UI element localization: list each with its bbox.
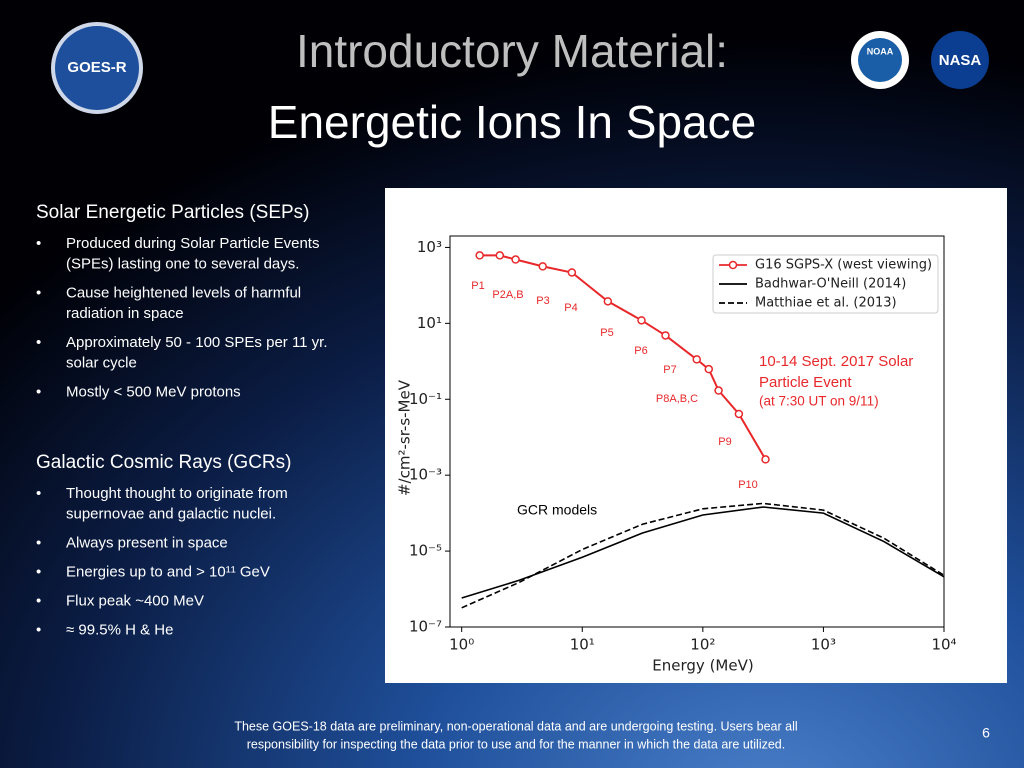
bullet-dot: • [36, 621, 41, 638]
point-label: P4 [564, 302, 577, 314]
footer-note: These GOES-18 data are preliminary, non-… [234, 719, 797, 733]
bullet-dot: • [36, 563, 41, 580]
bullet-text: (SPEs) lasting one to several days. [66, 255, 299, 272]
event-note: 10-14 Sept. 2017 Solar [759, 353, 913, 370]
section-heading: Galactic Cosmic Rays (GCRs) [36, 452, 291, 473]
logo-text: NASA [939, 52, 982, 69]
y-tick-label: 10⁻⁷ [409, 618, 442, 636]
bullet-dot: • [36, 235, 41, 252]
section-heading: Solar Energetic Particles (SEPs) [36, 202, 310, 223]
legend-box [712, 254, 939, 314]
y-tick-label: 10⁻³ [409, 466, 442, 484]
y-tick-label: 10⁻¹ [409, 390, 442, 408]
y-tick-label: 10¹ [417, 314, 442, 332]
point-label: P10 [738, 479, 758, 491]
subtitle: Energetic Ions In Space [268, 96, 756, 148]
bullet-text: supernovae and galactic nuclei. [66, 505, 276, 522]
bullet-text: Cause heightened levels of harmful [66, 284, 301, 301]
point-label: P2A,B [492, 289, 523, 301]
y-axis-label: #/cm²-sr-s-MeV [396, 379, 414, 496]
bullet-text: Thought thought to originate from [66, 485, 288, 502]
bullet-text: solar cycle [66, 354, 137, 371]
data-point [661, 331, 670, 340]
bullet-dot: • [36, 534, 41, 551]
bullet-text: radiation in space [66, 305, 184, 322]
data-point [734, 409, 744, 419]
data-point [637, 316, 646, 325]
data-point [511, 255, 520, 264]
bullet-text: Mostly < 500 MeV protons [66, 383, 241, 400]
logo-text: NOAA [867, 46, 894, 56]
page-number: 6 [982, 725, 990, 741]
bullet-text: Approximately 50 - 100 SPEs per 11 yr. [66, 334, 328, 351]
bullet-dot: • [36, 334, 41, 351]
event-note: (at 7:30 UT on 9/11) [759, 394, 879, 409]
legend-label: Matthiae et al. (2013) [755, 296, 897, 311]
noaa-logo-inner [858, 38, 902, 82]
y-tick-label: 10³ [417, 238, 442, 256]
point-label: P3 [536, 295, 549, 307]
data-point [567, 268, 577, 277]
series-line [461, 506, 945, 599]
x-tick-label: 10¹ [570, 636, 595, 654]
footer-note: responsibility for inspecting the data p… [247, 737, 786, 751]
bullet-dot: • [36, 284, 41, 301]
x-tick-label: 10⁰ [449, 636, 474, 654]
data-point [495, 251, 505, 260]
bullet-dot: • [36, 485, 41, 502]
point-label: P8A,B,C [656, 393, 698, 405]
data-point [475, 251, 484, 260]
bullet-text: Always present in space [66, 534, 228, 551]
data-point [714, 386, 723, 395]
point-label: P5 [600, 327, 613, 339]
data-point [538, 262, 547, 271]
point-label: P7 [663, 364, 676, 376]
legend-marker [728, 260, 738, 270]
data-point [704, 364, 714, 374]
legend-label: G16 SGPS-X (west viewing) [755, 258, 932, 273]
bullet-dot: • [36, 592, 41, 609]
point-label: P1 [471, 280, 484, 292]
series-line [461, 502, 945, 609]
x-tick-label: 10² [690, 636, 715, 654]
event-note: Particle Event [759, 374, 852, 391]
data-point [761, 455, 770, 464]
x-axis-label: Energy (MeV) [652, 657, 753, 675]
data-point [603, 297, 613, 306]
bullet-text: Flux peak ~400 MeV [66, 592, 204, 609]
y-tick-label: 10⁻⁵ [409, 542, 442, 560]
goes-logo [51, 22, 143, 114]
bullet-text: ≈ 99.5% H & He [66, 621, 173, 638]
point-label: P9 [718, 436, 731, 448]
bullet-dot: • [36, 383, 41, 400]
bullet-text: Produced during Solar Particle Events [66, 235, 319, 252]
legend-label: Badhwar-O'Neill (2014) [755, 277, 906, 292]
x-tick-label: 10³ [811, 636, 836, 654]
logo-text: GOES-R [67, 59, 126, 76]
title: Introductory Material: [296, 25, 728, 77]
plot-frame [449, 235, 945, 628]
point-label: P6 [634, 345, 647, 357]
nasa-logo [931, 31, 989, 89]
bullet-text: Energies up to and > 10¹¹ GeV [66, 563, 270, 580]
data-point [692, 355, 701, 364]
x-tick-label: 10⁴ [931, 636, 956, 654]
gcr-label: GCR models [517, 502, 597, 518]
